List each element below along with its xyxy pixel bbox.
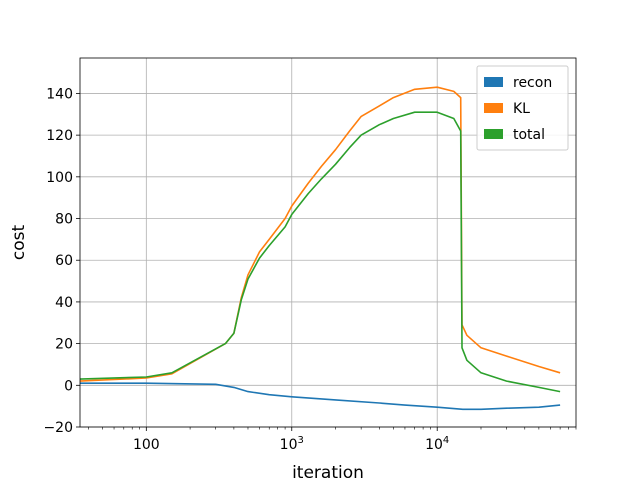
x-axis-label: iteration — [292, 463, 364, 480]
x-tick-label: 100 — [133, 437, 160, 453]
legend-label-recon: recon — [513, 75, 552, 91]
y-axis-label: cost — [9, 225, 29, 261]
y-tick-label: 140 — [46, 86, 73, 102]
y-tick-label: 120 — [46, 128, 73, 144]
y-tick-label: −20 — [43, 420, 73, 436]
legend-swatch-total — [484, 129, 503, 139]
legend-swatch-KL — [484, 103, 503, 113]
legend-label-total: total — [513, 127, 545, 143]
legend-swatch-recon — [484, 77, 503, 87]
x-tick-label: 104 — [425, 435, 449, 453]
y-tick-label: 0 — [64, 378, 73, 394]
y-tick-label: 60 — [55, 253, 73, 269]
y-tick-label: 20 — [55, 337, 73, 353]
legend: recon KL total — [476, 65, 569, 151]
x-tick-exponent: 4 — [443, 435, 449, 446]
plot-frame — [79, 57, 577, 428]
x-tick-label: 103 — [280, 435, 304, 453]
series-line-recon — [80, 382, 561, 411]
legend-label-KL: KL — [513, 101, 530, 117]
y-tick-label: 100 — [46, 170, 73, 186]
series-line-total — [79, 111, 561, 393]
y-tick-label: 80 — [55, 212, 73, 228]
x-tick-exponent: 3 — [297, 435, 303, 446]
y-tick-label: 40 — [55, 295, 73, 311]
